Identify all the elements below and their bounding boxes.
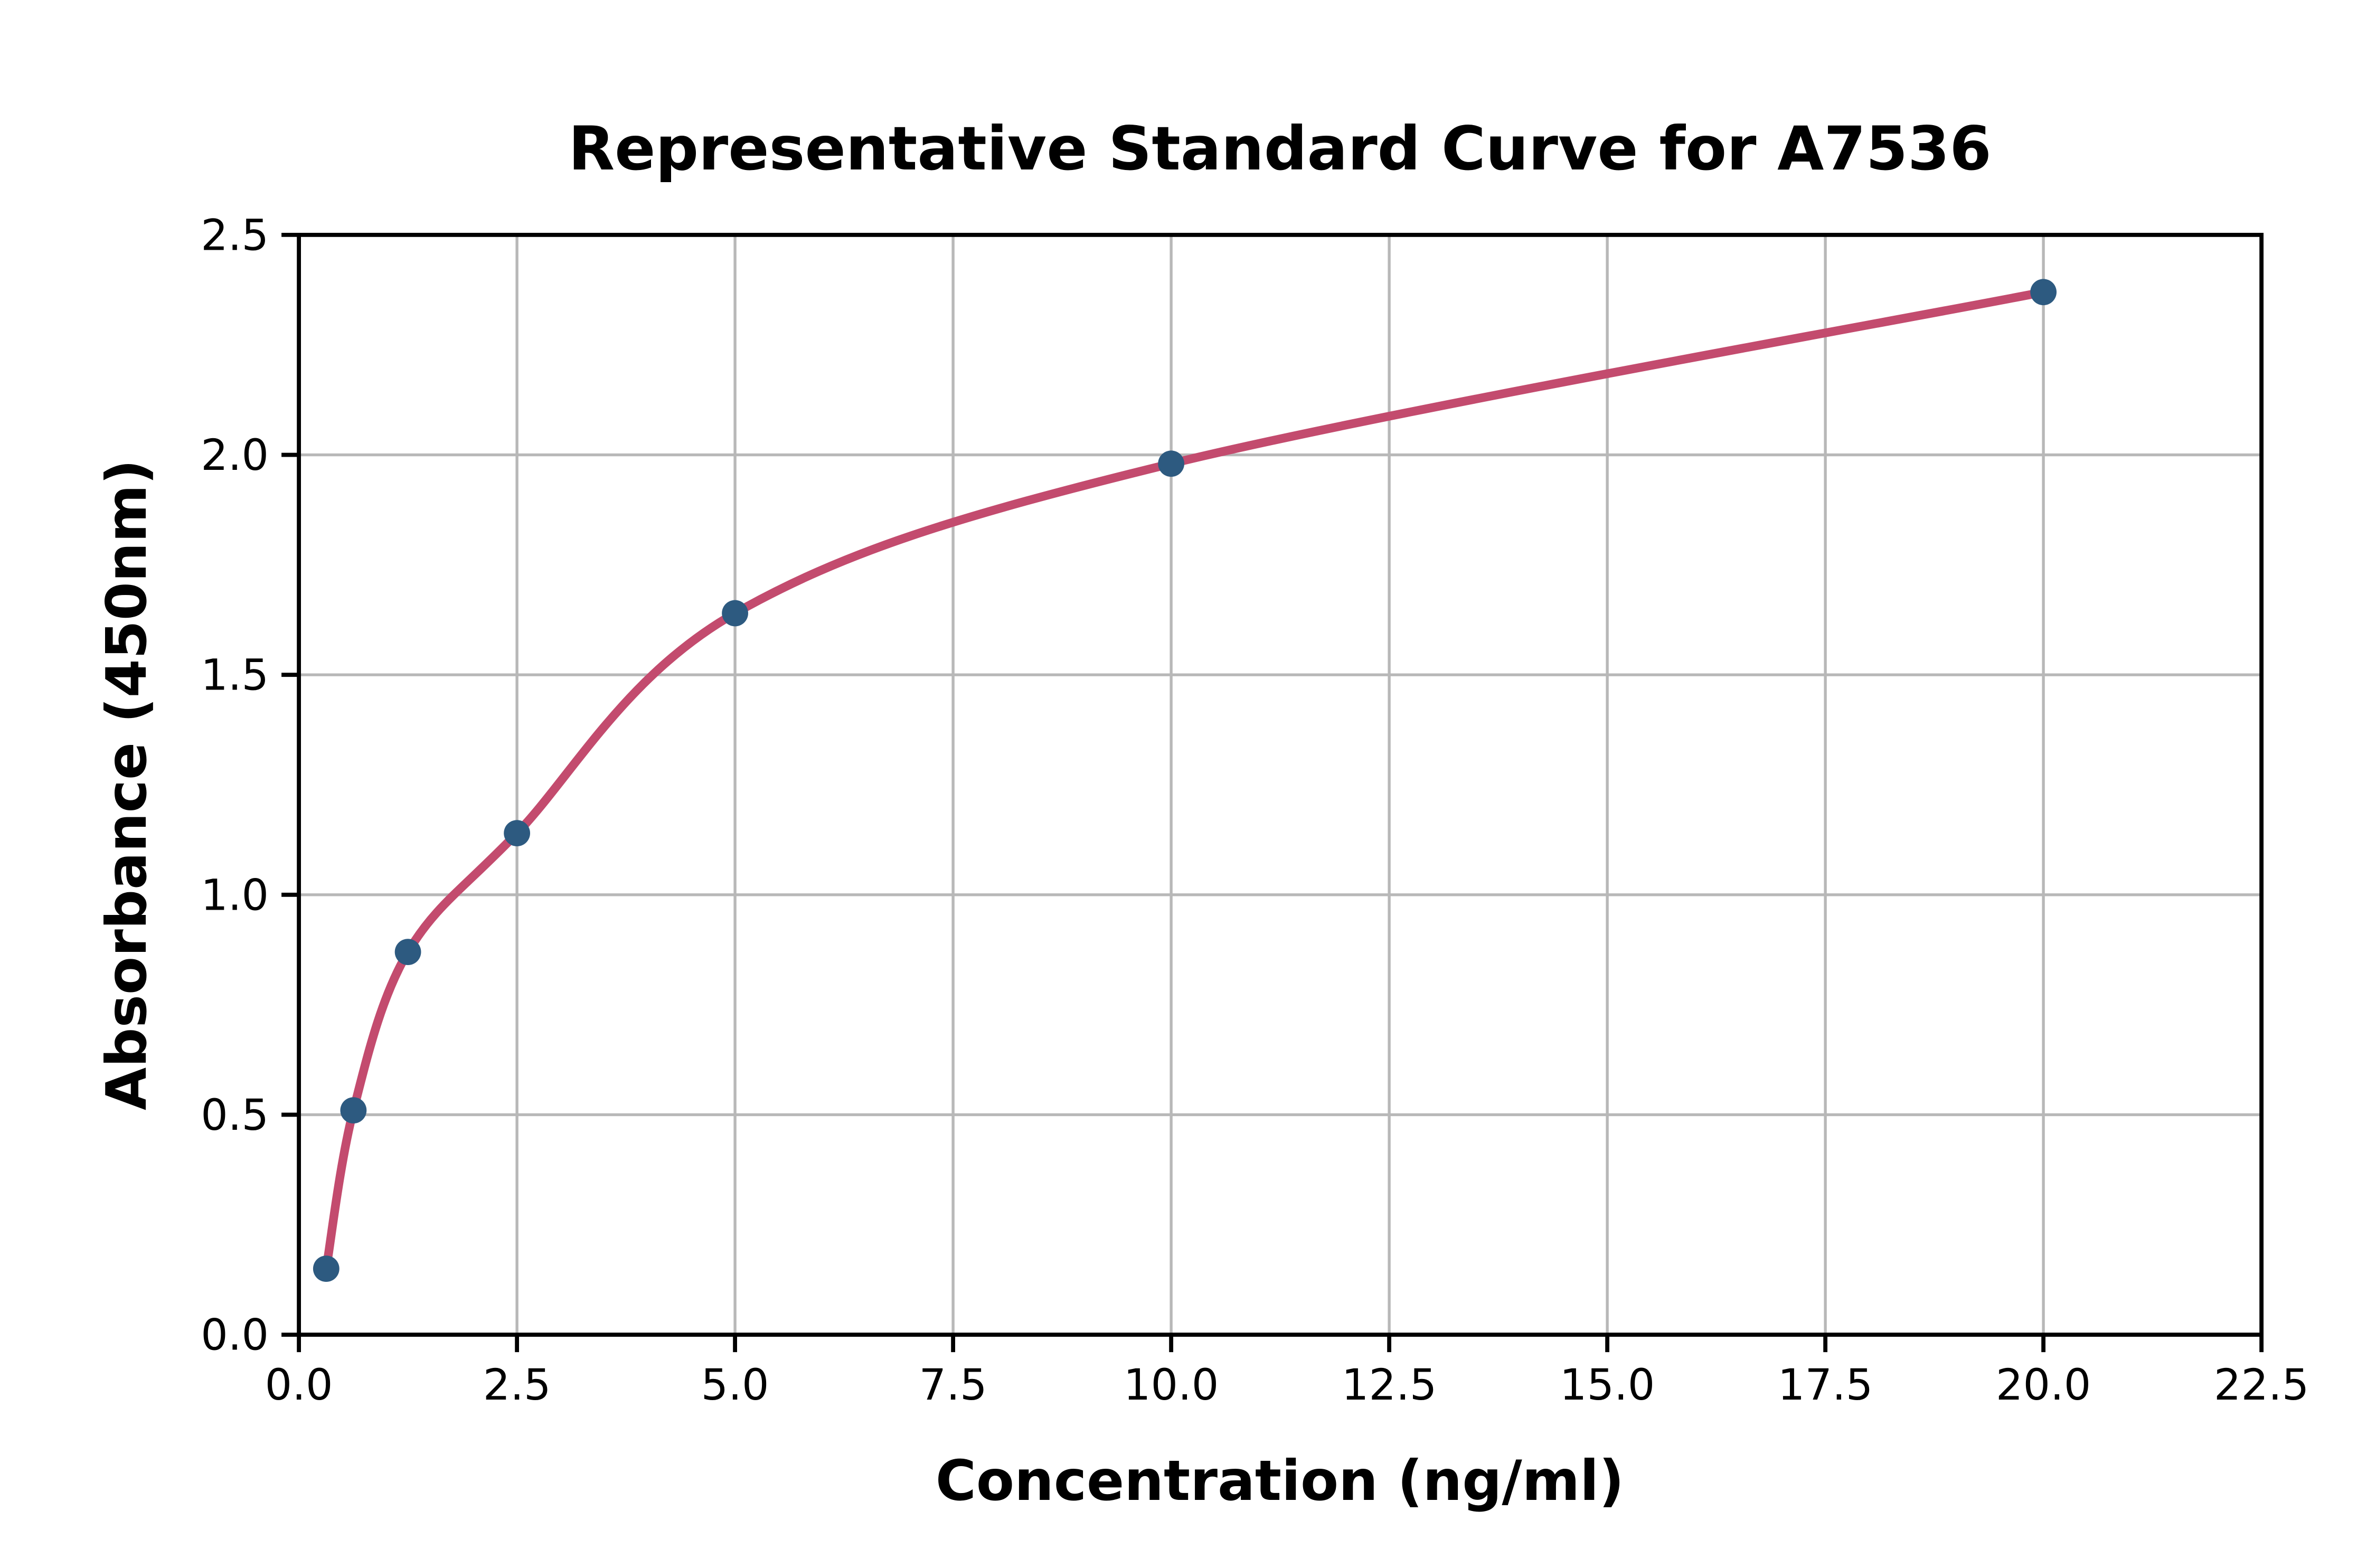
data-point <box>313 1255 340 1282</box>
fitted-curve-line <box>322 287 2048 1273</box>
y-axis-label: Absorbance (450nm) <box>95 459 159 1110</box>
x-tick-label: 15.0 <box>1560 1361 1655 1410</box>
x-tick-label: 7.5 <box>919 1361 987 1410</box>
axes-layer <box>297 233 2264 1337</box>
ticks-layer: 0.0 2.5 5.0 7.5 10.0 12.5 15.0 17.5 20.0 22.5 0.0 0… <box>201 211 2309 1410</box>
chart-title: Representative Standard Curve for A7536 <box>568 114 1991 184</box>
data-point <box>394 939 421 966</box>
gridlines-layer <box>297 233 2263 1336</box>
x-tick-label: 0.0 <box>265 1361 333 1410</box>
x-tick-label: 5.0 <box>701 1361 769 1410</box>
data-point <box>504 820 531 847</box>
axes-spines <box>297 233 2264 1337</box>
y-tick-label: 2.0 <box>201 431 269 480</box>
y-tick-label: 2.5 <box>201 211 269 260</box>
x-tick-label: 10.0 <box>1124 1361 1219 1410</box>
data-point <box>1158 450 1185 477</box>
y-tick-label: 0.5 <box>201 1091 269 1140</box>
x-tick-label: 22.5 <box>2214 1361 2309 1410</box>
x-tick-label: 17.5 <box>1778 1361 1873 1410</box>
x-tick-label: 12.5 <box>1342 1361 1437 1410</box>
y-tick-label: 1.0 <box>201 871 269 920</box>
x-axis-label: Concentration (ng/ml) <box>936 1449 1624 1513</box>
data-point <box>722 600 748 627</box>
data-layer <box>313 279 2057 1282</box>
x-tick-label: 20.0 <box>1996 1361 2091 1410</box>
y-tick-label: 1.5 <box>201 651 269 701</box>
data-point <box>340 1097 367 1124</box>
data-point <box>2030 279 2057 306</box>
x-tick-label: 2.5 <box>483 1361 551 1410</box>
y-tick-label: 0.0 <box>201 1311 269 1361</box>
